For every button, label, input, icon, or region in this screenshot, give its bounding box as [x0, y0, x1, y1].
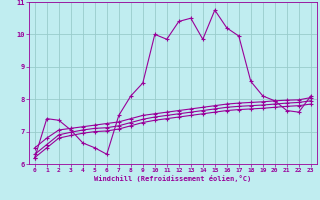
- X-axis label: Windchill (Refroidissement éolien,°C): Windchill (Refroidissement éolien,°C): [94, 175, 252, 182]
